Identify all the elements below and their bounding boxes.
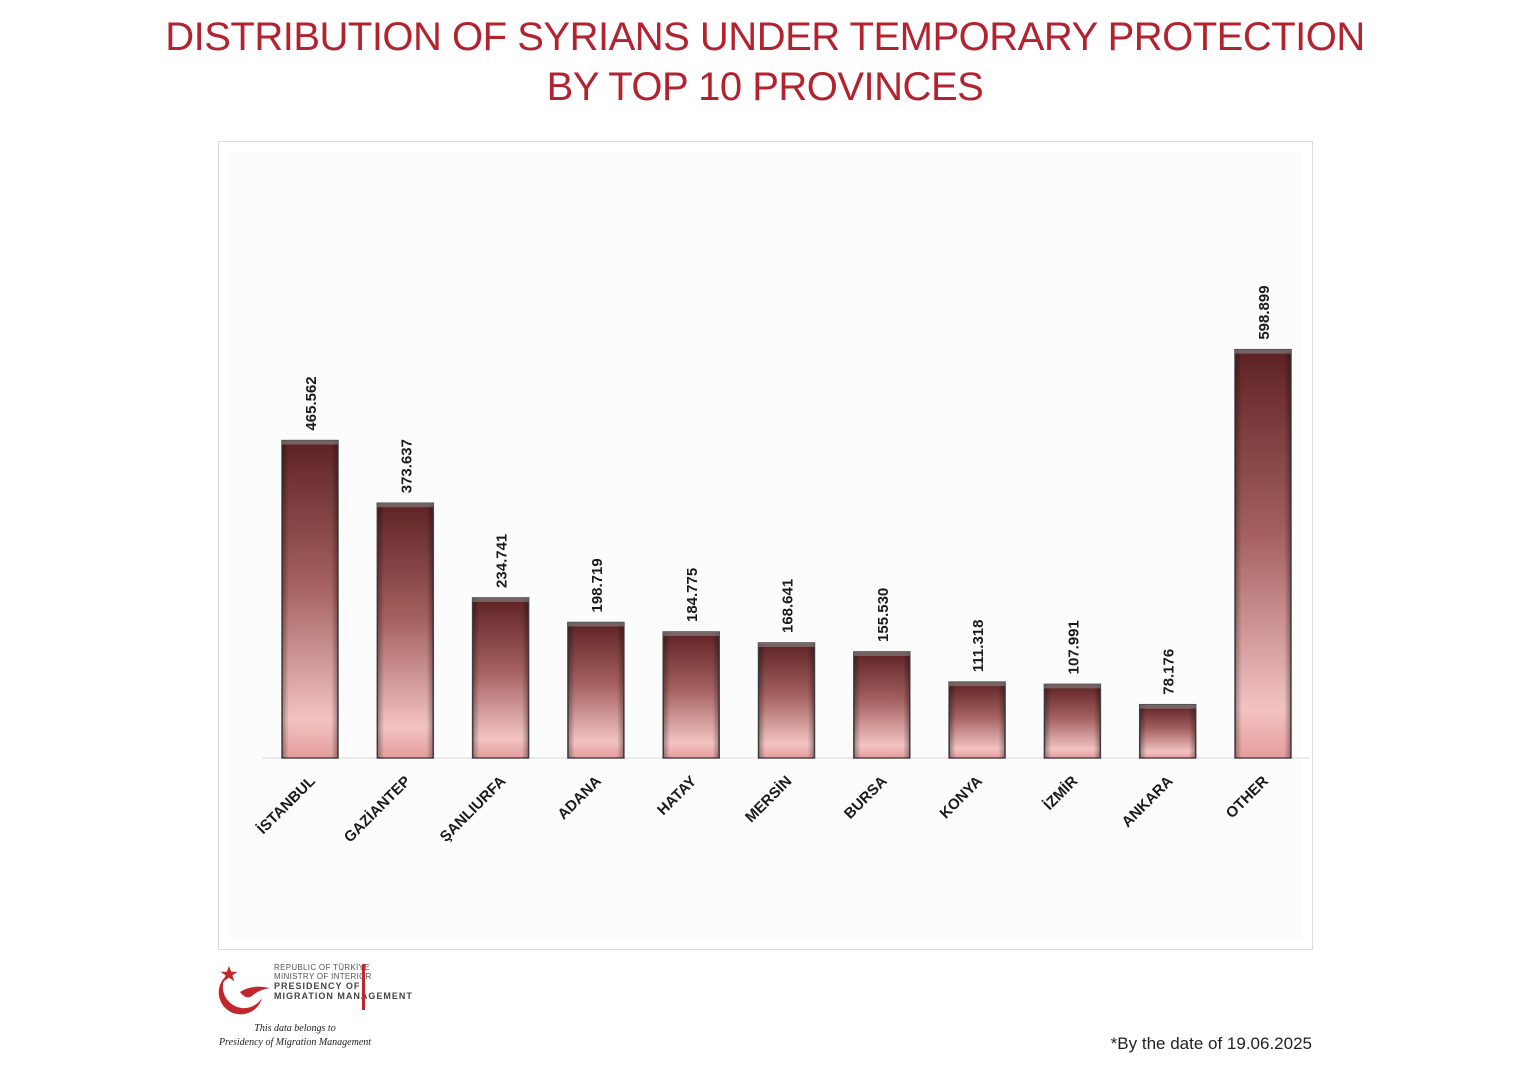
category-label-hatay: HATAY xyxy=(654,773,700,819)
credit-line1: This data belongs to xyxy=(254,1023,336,1034)
data-label-mersin: 168.641 xyxy=(780,579,797,633)
bar-cap-mersin xyxy=(758,643,815,648)
bar-cap-istanbul xyxy=(282,440,338,445)
chart-title-line2: BY TOP 10 PROVINCES xyxy=(546,65,984,109)
category-label-gaziantep: GAZİANTEP xyxy=(341,773,414,846)
bar-shade-sanliurfa xyxy=(472,597,529,758)
bar-shade-ankara xyxy=(1139,704,1196,758)
data-credit: This data belongs to Presidency of Migra… xyxy=(200,1022,390,1050)
bar-shade-other xyxy=(1235,349,1291,758)
category-label-sanliurfa: ŞANLIURFA xyxy=(437,773,510,846)
bird-icon xyxy=(240,986,270,998)
bar-cap-gaziantep xyxy=(377,503,434,508)
bar-shade-mersin xyxy=(758,643,815,758)
bar-cap-adana xyxy=(567,622,624,627)
bar-cap-other xyxy=(1235,349,1291,354)
logo-line-republic: REPUBLIC OF TÜRKİYE xyxy=(274,963,370,972)
chart-title: DISTRIBUTION OF SYRIANS UNDER TEMPORARY … xyxy=(0,12,1530,112)
category-label-istanbul: İSTANBUL xyxy=(254,773,319,838)
bar-cap-izmir xyxy=(1044,684,1101,689)
logo-line-presidency: PRESIDENCY OF xyxy=(274,981,361,991)
category-label-mersin: MERSİN xyxy=(742,773,795,826)
category-label-ankara: ANKARA xyxy=(1119,773,1177,831)
bar-shade-istanbul xyxy=(282,440,338,758)
chart-title-line1: DISTRIBUTION OF SYRIANS UNDER TEMPORARY … xyxy=(165,15,1365,59)
bar-shade-adana xyxy=(567,622,624,758)
category-label-other: OTHER xyxy=(1223,773,1272,822)
data-label-hatay: 184.775 xyxy=(684,568,701,622)
category-label-konya: KONYA xyxy=(937,773,986,822)
bar-cap-sanliurfa xyxy=(472,597,529,602)
bar-cap-konya xyxy=(949,682,1006,687)
bar-shade-gaziantep xyxy=(377,503,434,758)
data-label-sanliurfa: 234.741 xyxy=(494,534,511,588)
star-icon xyxy=(220,966,238,982)
data-label-other: 598.899 xyxy=(1256,285,1273,339)
data-label-konya: 111.318 xyxy=(970,620,987,673)
data-label-istanbul: 465.562 xyxy=(303,376,320,430)
crescent-icon xyxy=(218,976,262,1015)
data-label-izmir: 107.991 xyxy=(1065,620,1082,674)
bars-group: 465.562 İSTANBUL 373.637 GAZİANTEP 234.741 ŞA… xyxy=(254,285,1292,846)
logo-line-migration: MIGRATION MANAGEMENT xyxy=(274,991,413,1001)
bar-cap-bursa xyxy=(853,651,910,656)
data-label-gaziantep: 373.637 xyxy=(398,439,415,493)
logo-line-ministry: MINISTRY OF INTERIOR xyxy=(274,972,372,981)
category-label-bursa: BURSA xyxy=(841,773,891,823)
data-label-bursa: 155.530 xyxy=(875,588,892,642)
data-label-adana: 198.719 xyxy=(589,558,606,612)
logo-text: REPUBLIC OF TÜRKİYE MINISTRY OF INTERIOR… xyxy=(274,963,413,1001)
bar-shade-bursa xyxy=(853,651,910,758)
category-label-adana: ADANA xyxy=(554,773,604,823)
data-label-ankara: 78.176 xyxy=(1161,649,1178,695)
bar-shade-hatay xyxy=(663,632,720,758)
bar-shade-izmir xyxy=(1044,684,1101,758)
bar-shade-konya xyxy=(949,682,1006,758)
credit-line2: Presidency of Migration Management xyxy=(218,1037,372,1048)
logo-divider xyxy=(362,964,365,1010)
bar-cap-hatay xyxy=(663,632,720,637)
bar-cap-ankara xyxy=(1139,704,1196,709)
category-label-izmir: İZMİR xyxy=(1040,773,1081,814)
date-footnote: *By the date of 19.06.2025 xyxy=(1110,1034,1312,1053)
migration-presidency-logo xyxy=(218,966,270,1015)
